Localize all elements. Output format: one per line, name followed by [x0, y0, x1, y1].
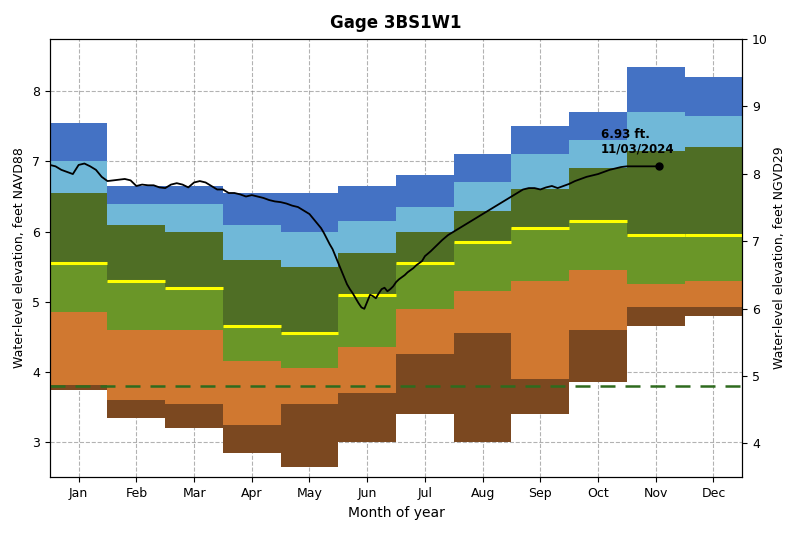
Title: Gage 3BS1W1: Gage 3BS1W1	[330, 13, 462, 31]
Bar	[338, 295, 396, 348]
Bar	[338, 221, 396, 253]
Bar	[281, 232, 338, 266]
Bar	[223, 260, 281, 326]
Bar	[107, 400, 166, 417]
Bar	[281, 193, 338, 232]
Bar	[396, 263, 454, 309]
Bar	[685, 77, 742, 116]
Bar	[338, 186, 396, 221]
Bar	[627, 308, 685, 326]
Bar	[396, 354, 454, 414]
Bar	[338, 348, 396, 393]
Bar	[570, 140, 627, 168]
Bar	[511, 281, 570, 379]
Bar	[107, 186, 166, 204]
Bar	[511, 155, 570, 190]
Bar	[107, 281, 166, 330]
Bar	[396, 175, 454, 207]
Bar	[107, 330, 166, 400]
X-axis label: Month of year: Month of year	[348, 505, 445, 520]
Bar	[511, 190, 570, 228]
Bar	[166, 403, 223, 428]
Bar	[166, 204, 223, 232]
Bar	[454, 155, 511, 182]
Bar	[281, 333, 338, 368]
Bar	[166, 186, 223, 204]
Bar	[396, 207, 454, 232]
Bar	[223, 193, 281, 224]
Bar	[627, 151, 685, 235]
Bar	[396, 232, 454, 263]
Bar	[685, 308, 742, 316]
Bar	[685, 148, 742, 235]
Bar	[107, 204, 166, 224]
Bar	[281, 368, 338, 403]
Bar	[454, 242, 511, 291]
Bar	[511, 379, 570, 414]
Bar	[627, 284, 685, 308]
Bar	[396, 309, 454, 354]
Bar	[454, 211, 511, 242]
Bar	[50, 161, 107, 193]
Bar	[454, 291, 511, 333]
Bar	[223, 425, 281, 453]
Bar	[50, 123, 107, 161]
Y-axis label: Water-level elevation, feet NAVD88: Water-level elevation, feet NAVD88	[14, 148, 26, 368]
Bar	[570, 270, 627, 330]
Bar	[281, 266, 338, 333]
Bar	[570, 330, 627, 383]
Bar	[685, 281, 742, 308]
Y-axis label: Water-level elevation, feet NGVD29: Water-level elevation, feet NGVD29	[774, 147, 786, 369]
Bar	[50, 312, 107, 385]
Bar	[50, 385, 107, 390]
Bar	[454, 333, 511, 442]
Bar	[338, 253, 396, 295]
Bar	[511, 228, 570, 281]
Bar	[454, 182, 511, 211]
Bar	[223, 326, 281, 361]
Bar	[627, 67, 685, 112]
Bar	[223, 224, 281, 260]
Bar	[338, 393, 396, 442]
Bar	[627, 112, 685, 151]
Bar	[570, 221, 627, 270]
Bar	[166, 288, 223, 330]
Text: 6.93 ft.
11/03/2024: 6.93 ft. 11/03/2024	[601, 128, 674, 156]
Bar	[50, 193, 107, 263]
Bar	[570, 112, 627, 140]
Bar	[107, 224, 166, 281]
Bar	[50, 263, 107, 312]
Bar	[685, 116, 742, 148]
Bar	[570, 168, 627, 221]
Bar	[627, 235, 685, 284]
Bar	[281, 403, 338, 467]
Bar	[685, 235, 742, 281]
Bar	[223, 361, 281, 425]
Bar	[166, 232, 223, 288]
Bar	[166, 330, 223, 403]
Bar	[511, 126, 570, 155]
